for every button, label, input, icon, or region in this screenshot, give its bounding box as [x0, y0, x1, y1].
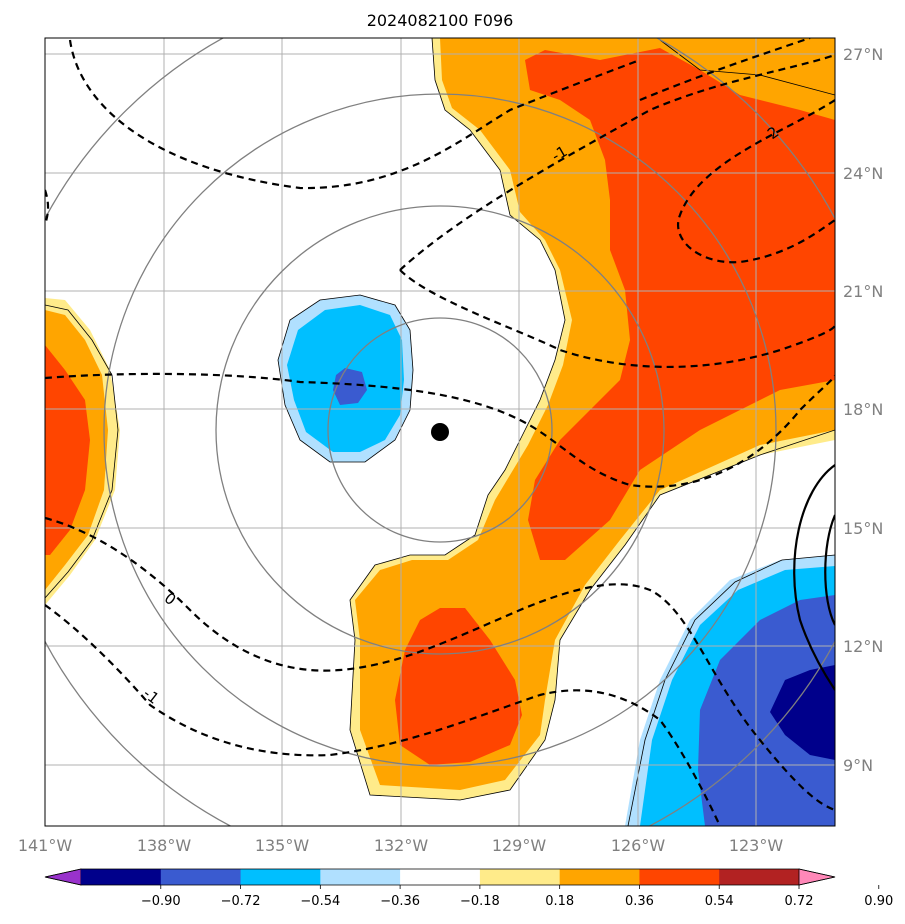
lat-label: 21°N: [843, 282, 883, 301]
solid-contours: [793, 464, 835, 691]
colorbar-swatch: [639, 869, 720, 885]
lon-label: 132°W: [374, 836, 429, 855]
negative-anomaly-center: [277, 294, 414, 463]
lat-label: 15°N: [843, 519, 883, 538]
colorbar-swatch: [81, 869, 162, 885]
figure-title: 2024082100 F096: [367, 11, 514, 30]
graticule: [45, 38, 835, 826]
lon-label: 129°W: [492, 836, 547, 855]
colorbar-tick-label: −0.36: [380, 894, 420, 909]
colorbar-swatch: [559, 869, 640, 885]
colorbar-extend-high: [798, 868, 836, 886]
colorbar-tick-label: −0.18: [460, 894, 500, 909]
lat-label: 12°N: [843, 637, 883, 656]
lat-label: 18°N: [843, 400, 883, 419]
longitude-labels: 141°W 138°W 135°W 132°W 129°W 126°W 123°…: [18, 836, 784, 855]
colorbar-tick-label: 0.54: [705, 894, 734, 909]
lon-label: 141°W: [18, 836, 73, 855]
colorbar-swatch: [479, 869, 561, 885]
colorbar-outline: [44, 868, 836, 886]
colorbar-extend-low: [44, 868, 82, 886]
lat-label: 9°N: [843, 756, 873, 775]
colorbar-tick-label: −0.54: [300, 894, 340, 909]
lon-label: 123°W: [729, 836, 784, 855]
lon-label: 135°W: [255, 836, 310, 855]
storm-center-dot: [431, 423, 449, 441]
dashed-contours: [45, 38, 835, 826]
lat-label: 27°N: [843, 45, 883, 64]
colorbar-swatch: [240, 869, 321, 885]
colorbar-swatch: [320, 869, 401, 885]
colorbar-swatch: [719, 869, 800, 885]
positive-anomaly-west: [45, 298, 120, 605]
colorbar-tick-label: 0.72: [785, 894, 814, 909]
lon-label: 138°W: [137, 836, 192, 855]
colorbar-tick-label: −0.90: [141, 894, 181, 909]
lon-label: 126°W: [611, 836, 666, 855]
map-area: -1 2 0 -1: [45, 38, 835, 826]
colorbar-tick-label: 0.18: [545, 894, 574, 909]
colorbar-swatch: [160, 869, 242, 885]
map-frame: [44, 37, 836, 827]
colorbar-tick-label: 0.90: [864, 894, 893, 909]
colorbar-tick-label: 0.36: [625, 894, 654, 909]
latitude-labels: 27°N 24°N 21°N 18°N 15°N 12°N 9°N: [843, 45, 883, 775]
colorbar-tick-label: −0.72: [221, 894, 261, 909]
colorbar: −0.90 −0.72 −0.54 −0.36 −0.18 0.18 0.36 0.54 0.7…: [44, 868, 893, 909]
negative-anomaly-south-east: [625, 554, 835, 826]
range-rings: [45, 38, 835, 826]
positive-anomaly-north-east: [349, 38, 835, 801]
colorbar-swatch: [400, 869, 481, 885]
lat-label: 24°N: [843, 164, 883, 183]
